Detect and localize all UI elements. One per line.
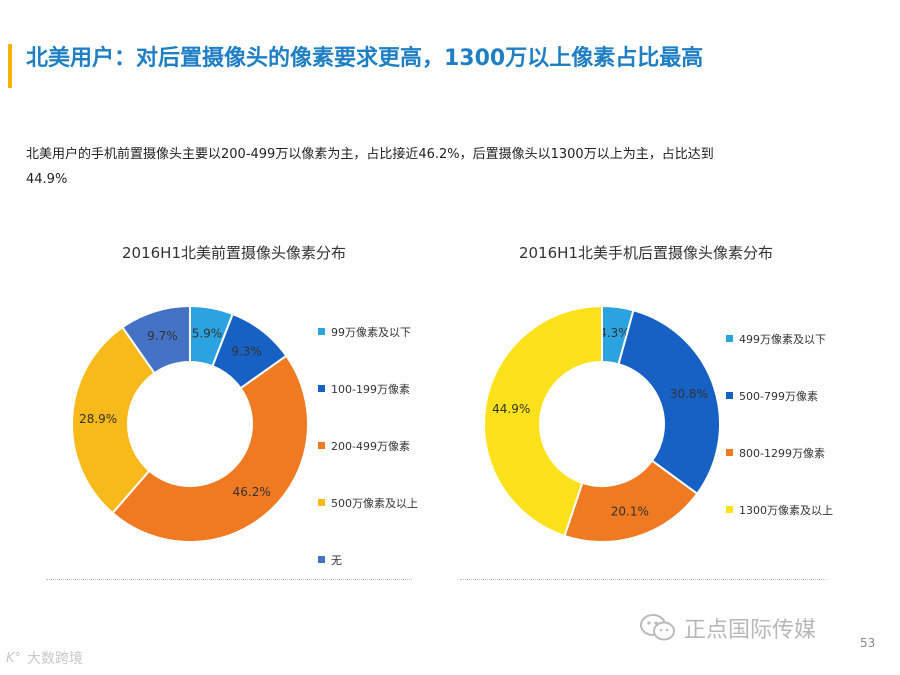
legend-item-0-2: 200-499万像素 <box>318 417 418 474</box>
left-watermark-text: 大数跨境 <box>27 651 84 667</box>
legend-swatch <box>726 392 733 399</box>
slice-label-1-3: 44.9% <box>492 402 530 416</box>
legend-item-0-4: 无 <box>318 531 418 588</box>
title-accent-bar <box>8 44 12 88</box>
legend-rear: 499万像素及以下 500-799万像素 800-1299万像素 1300万像素及以上 <box>726 310 833 538</box>
brand-logo: K° <box>6 650 22 666</box>
slice-label-0-4: 9.7% <box>147 329 178 343</box>
legend-swatch <box>318 556 325 563</box>
legend-item-1-3: 1300万像素及以上 <box>726 481 833 538</box>
slice-label-0-0: 5.9% <box>192 327 223 341</box>
donut-slice-1-1 <box>617 309 721 496</box>
donut-slice-1-2 <box>563 459 699 543</box>
donut-slice-0-3 <box>71 325 156 515</box>
legend-swatch <box>318 385 325 392</box>
legend-label: 1300万像素及以上 <box>739 503 833 517</box>
slice-label-1-2: 20.1% <box>611 505 649 519</box>
legend-label: 499万像素及以下 <box>739 332 826 346</box>
legend-label: 200-499万像素 <box>331 439 410 453</box>
donut-slice-1-3 <box>483 304 603 538</box>
slice-label-1-1: 30.8% <box>670 387 708 401</box>
donut-slice-0-2 <box>111 354 309 543</box>
donut-slice-0-4 <box>121 304 191 375</box>
slice-label-0-1: 9.3% <box>231 344 262 358</box>
legend-item-1-2: 800-1299万像素 <box>726 424 833 481</box>
wechat-icon <box>640 614 675 641</box>
page-description: 北美用户的手机前置摄像头主要以200-499万以像素为主，占比接近46.2%，后… <box>26 147 714 187</box>
legend-swatch <box>726 449 733 456</box>
chart-title-rear: 2016H1北美手机后置摄像头像素分布 <box>519 244 773 262</box>
legend-swatch <box>726 335 733 342</box>
legend-swatch <box>318 442 325 449</box>
legend-front: 99万像素及以下 100-199万像素 200-499万像素 500万像素及以上无 <box>318 303 418 588</box>
wechat-account-name: 正点国际传媒 <box>684 618 817 643</box>
legend-label: 无 <box>331 553 342 567</box>
legend-swatch <box>318 328 325 335</box>
wechat-watermark: 正点国际传媒 <box>640 612 816 644</box>
page-number: 53 <box>860 636 876 650</box>
legend-swatch <box>318 499 325 506</box>
legend-label: 99万像素及以下 <box>331 325 411 339</box>
legend-item-0-1: 100-199万像素 <box>318 360 418 417</box>
legend-label: 500-799万像素 <box>739 389 818 403</box>
chart-title-front: 2016H1北美前置摄像头像素分布 <box>122 244 346 262</box>
divider-left <box>46 579 412 580</box>
legend-swatch <box>726 506 733 513</box>
legend-label: 800-1299万像素 <box>739 446 825 460</box>
slice-label-1-0: 4.3% <box>599 326 630 340</box>
divider-right <box>460 579 826 580</box>
legend-label: 500万像素及以上 <box>331 496 418 510</box>
slice-label-0-3: 28.9% <box>79 412 117 426</box>
legend-item-0-0: 99万像素及以下 <box>318 303 418 360</box>
legend-item-1-1: 500-799万像素 <box>726 367 833 424</box>
legend-item-1-0: 499万像素及以下 <box>726 310 833 367</box>
legend-label: 100-199万像素 <box>331 382 410 396</box>
left-watermark: K° 大数跨境 <box>6 648 83 668</box>
page-title: 北美用户：对后置摄像头的像素要求更高，1300万以上像素占比最高 <box>26 46 704 71</box>
slice-label-0-2: 46.2% <box>233 485 271 499</box>
legend-item-0-3: 500万像素及以上 <box>318 474 418 531</box>
